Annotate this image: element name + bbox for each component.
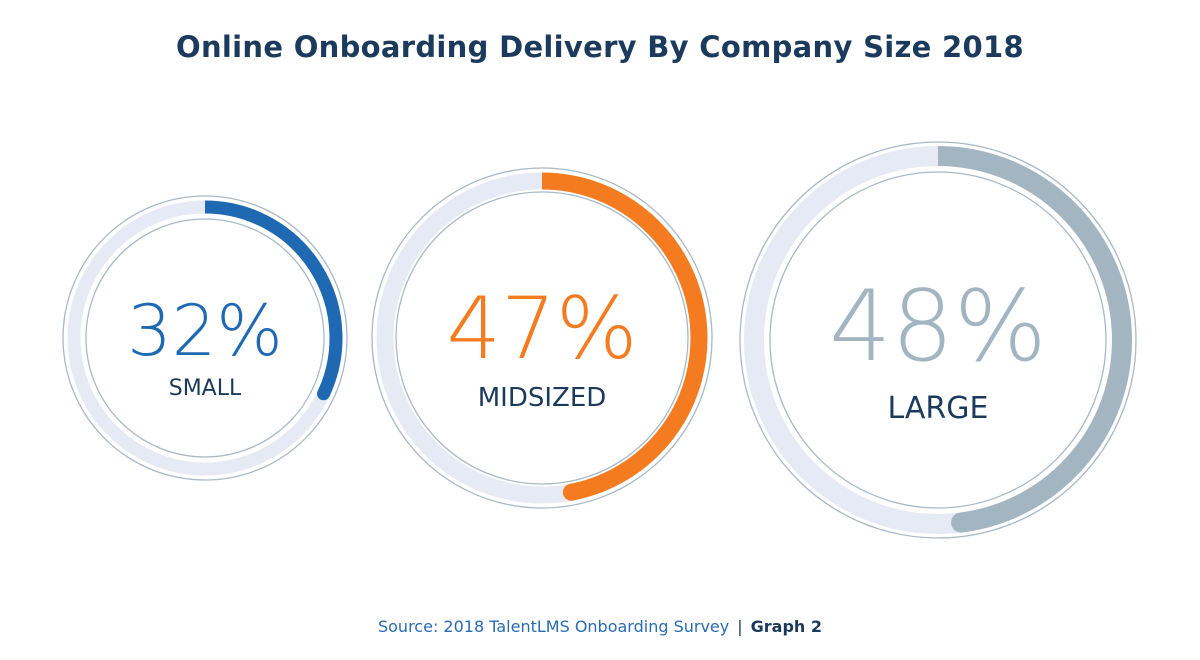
- large-percent-label: 48%: [829, 270, 1047, 384]
- midsized-arc: [541, 172, 708, 501]
- large-inner-ring: [769, 171, 1107, 509]
- midsized-percent-label: 47%: [446, 279, 637, 379]
- small-inner-ring: [85, 218, 325, 458]
- large-category-label: LARGE: [888, 391, 989, 426]
- small-arc-cap: [317, 387, 331, 401]
- midsized-category-label: MIDSIZED: [478, 383, 607, 413]
- chart-title: Online Onboarding Delivery By Company Si…: [176, 30, 1024, 64]
- source-text: Source: 2018 TalentLMS Onboarding Survey: [377, 617, 730, 636]
- footer-separator: |: [737, 617, 743, 636]
- midsized-inner-ring: [395, 191, 689, 485]
- large-arc: [937, 146, 1132, 533]
- small-arc: [204, 200, 343, 397]
- graph-label: Graph 2: [750, 617, 822, 636]
- small-category-label: SMALL: [169, 376, 242, 401]
- midsized-arc-cap: [562, 483, 580, 501]
- small-percent-label: 32%: [127, 290, 283, 372]
- footer: Source: 2018 TalentLMS Onboarding Survey…: [0, 617, 1200, 636]
- large-arc-cap: [951, 512, 972, 533]
